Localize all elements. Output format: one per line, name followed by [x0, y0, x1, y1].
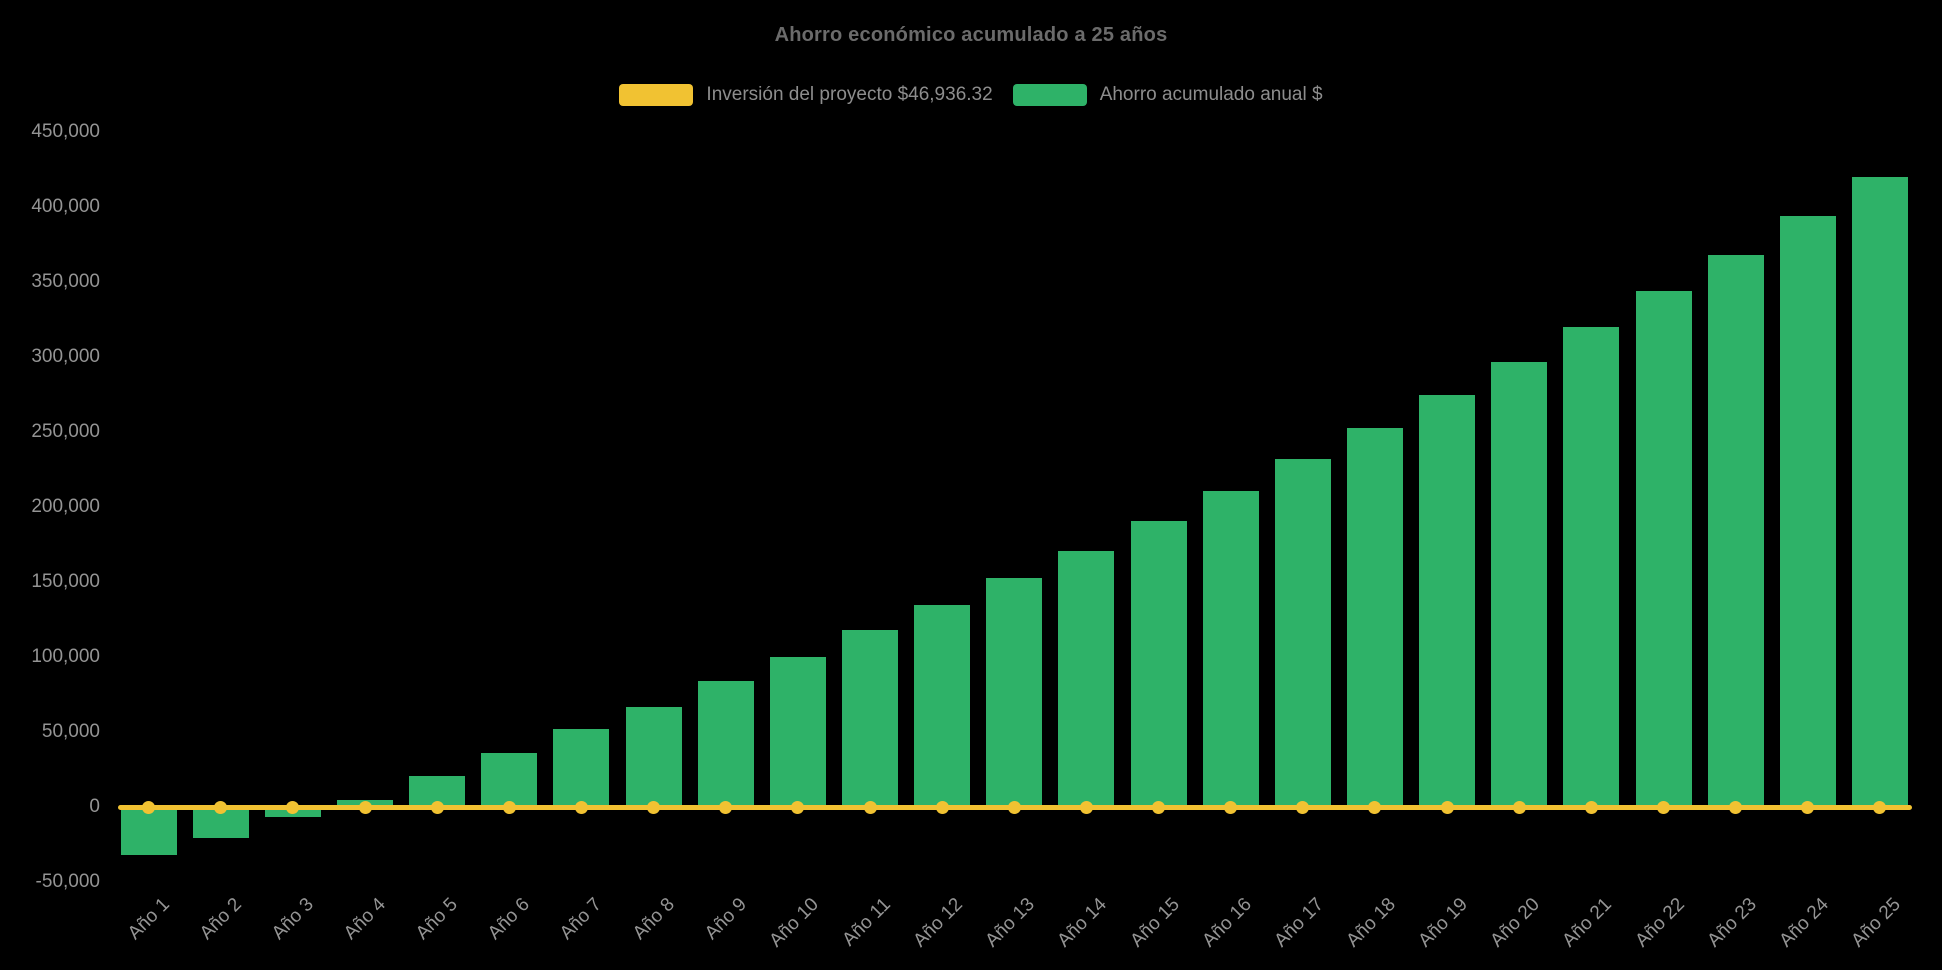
bar-año-17 [1274, 459, 1331, 807]
legend: Inversión del proyecto $46,936.32 Ahorro… [0, 84, 1942, 106]
line-marker [1224, 800, 1238, 814]
bar-año-12 [914, 604, 971, 807]
line-marker [142, 800, 156, 814]
bar-año-24 [1779, 216, 1836, 807]
line-marker [574, 800, 588, 814]
legend-item-savings[interactable]: Ahorro acumulado anual $ [1012, 84, 1323, 106]
line-marker [1296, 800, 1310, 814]
bar-año-15 [1130, 520, 1187, 807]
line-marker [935, 800, 949, 814]
line-marker [1440, 800, 1454, 814]
y-tick-label: 400,000 [31, 196, 100, 218]
bar-año-25 [1851, 177, 1908, 807]
bar-año-14 [1058, 550, 1115, 807]
bar-año-16 [1202, 490, 1259, 807]
legend-label-investment: Inversión del proyecto $46,936.32 [706, 84, 993, 105]
bar-año-13 [986, 577, 1043, 807]
line-marker [1657, 800, 1671, 814]
line-marker [430, 800, 444, 814]
bar-año-22 [1635, 291, 1692, 807]
bar-año-8 [625, 706, 682, 807]
bar-año-7 [553, 729, 610, 807]
line-marker [647, 800, 661, 814]
y-tick-label: 450,000 [31, 121, 100, 143]
savings-swatch [1012, 84, 1087, 106]
y-tick-label: 0 [89, 796, 100, 817]
investment-swatch [619, 84, 694, 106]
bar-año-9 [697, 681, 754, 807]
y-tick-label: -50,000 [35, 870, 100, 892]
line-marker [1584, 800, 1598, 814]
line-marker [1079, 800, 1093, 814]
line-marker [502, 800, 516, 814]
line-marker [1873, 800, 1887, 814]
line-marker [1007, 800, 1021, 814]
y-tick-label: 100,000 [31, 646, 100, 668]
line-marker [719, 800, 733, 814]
y-tick-label: 250,000 [31, 421, 100, 443]
legend-label-savings: Ahorro acumulado anual $ [1099, 84, 1323, 105]
bar-año-10 [769, 657, 826, 807]
y-tick-label: 350,000 [31, 271, 100, 293]
line-marker [1512, 800, 1526, 814]
chart-title: Ahorro económico acumulado a 25 años [774, 24, 1168, 46]
bar-año-11 [842, 630, 898, 807]
line-marker [1729, 800, 1743, 814]
line-marker [358, 800, 372, 814]
bar-año-21 [1563, 327, 1620, 807]
line-marker [863, 800, 877, 814]
legend-item-investment[interactable]: Inversión del proyecto $46,936.32 [619, 84, 993, 106]
line-marker [1368, 800, 1382, 814]
line-marker [1152, 800, 1166, 814]
y-tick-label: 300,000 [31, 346, 100, 368]
line-marker [791, 800, 805, 814]
bar-año-20 [1491, 361, 1548, 807]
bar-año-19 [1419, 394, 1476, 807]
y-tick-label: 150,000 [31, 571, 100, 593]
bar-año-1 [120, 807, 177, 855]
bar-año-18 [1346, 427, 1403, 807]
y-tick-label: 200,000 [31, 496, 100, 518]
y-tick-label: 50,000 [41, 721, 100, 743]
bar-año-23 [1707, 255, 1764, 807]
x-axis-label: Año 1 [123, 894, 174, 944]
line-marker [214, 800, 228, 814]
bar-año-6 [481, 753, 538, 807]
line-marker [1801, 800, 1815, 814]
line-marker [286, 800, 300, 814]
